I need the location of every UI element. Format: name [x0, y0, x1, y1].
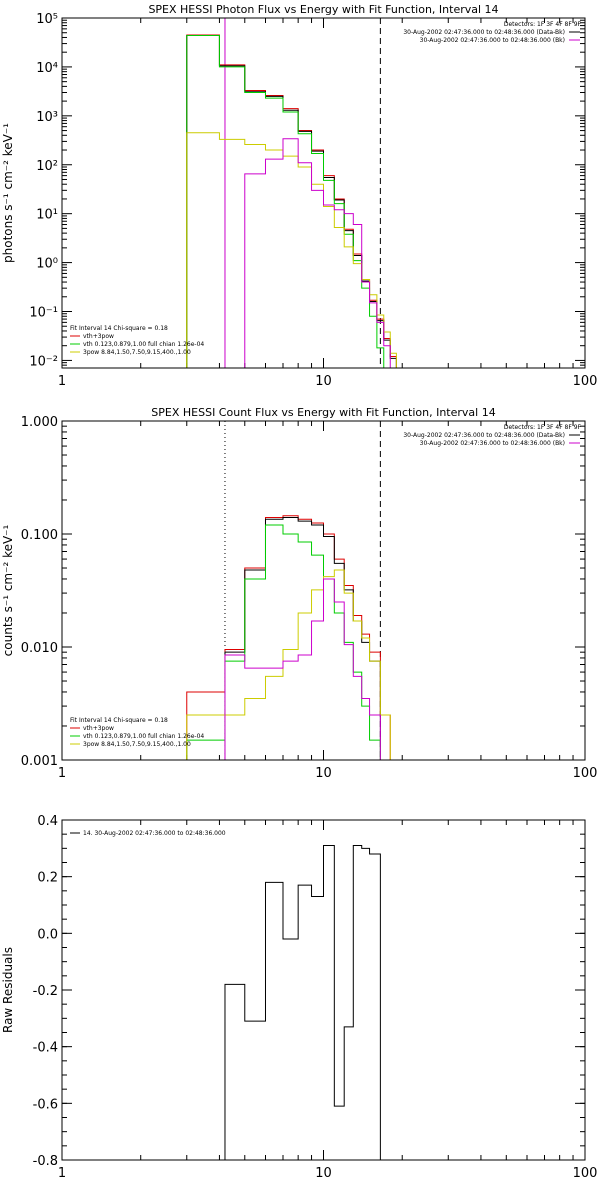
chart-panel-1: SPEX HESSI Photon Flux vs Energy with Fi…: [1, 3, 597, 389]
y-tick-label: -0.8: [33, 1154, 58, 1169]
x-tick-label: 100: [573, 1166, 598, 1181]
x-tick-label: 1: [58, 374, 66, 389]
legend-left-label: vth 0.123,0.879,1.00 full chian 1.26e-04: [83, 733, 204, 740]
series-data-bk: [186, 34, 403, 368]
x-tick-label: 100: [573, 766, 598, 781]
y-tick-label: 10⁵: [36, 12, 58, 27]
y-tick-label: -0.6: [33, 1097, 58, 1112]
y-tick-label: 0.0: [37, 927, 58, 942]
series-vth-3pow: [186, 34, 403, 368]
series-3pow: [186, 569, 403, 760]
legend-right-header: Detectors: 1F 3F 4F 8F 9F: [504, 21, 582, 28]
legend-left-label: vth+3pow: [83, 725, 114, 732]
chart-title: SPEX HESSI Photon Flux vs Energy with Fi…: [148, 3, 498, 16]
y-tick-label: 0.4: [37, 814, 58, 829]
series-data-bk: [224, 516, 381, 760]
series-vth: [186, 34, 403, 368]
y-tick-label: 10¹: [36, 208, 58, 223]
y-tick-label: 10⁰: [36, 257, 58, 272]
y-axis-label: photons s⁻¹ cm⁻² keV⁻¹: [1, 123, 15, 263]
y-tick-label: 10⁻¹: [29, 306, 58, 321]
y-tick-label: 0.100: [21, 528, 58, 543]
plot-frame: [61, 420, 586, 761]
legend-right-label: 30-Aug-2002 02:47:36.000 to 02:48:36.000…: [420, 37, 565, 44]
legend-right-header: Detectors: 1F 3F 4F 8F 9F: [504, 424, 582, 431]
y-tick-label: 0.2: [37, 871, 58, 886]
series-bk: [224, 578, 381, 760]
legend-left-label: 14. 30-Aug-2002 02:47:36.000 to 02:48:36…: [83, 830, 226, 837]
plot-frame: [61, 17, 586, 369]
y-tick-label: 10⁴: [36, 61, 58, 76]
legend-right-label: 30-Aug-2002 02:47:36.000 to 02:48:36.000…: [420, 440, 565, 447]
legend-left-header: Fit Interval 14 Chi-square = 0.18: [70, 717, 168, 724]
chart-title: SPEX HESSI Count Flux vs Energy with Fit…: [151, 406, 495, 419]
chart-panel-2: SPEX HESSI Count Flux vs Energy with Fit…: [1, 406, 597, 781]
y-tick-label: 0.010: [21, 641, 58, 656]
y-tick-label: 10³: [36, 110, 58, 125]
legend-right-label: 30-Aug-2002 02:47:36.000 to 02:48:36.000…: [403, 29, 565, 36]
y-tick-label: 10⁻²: [29, 354, 58, 369]
series-bk: [244, 138, 391, 368]
y-tick-label: 1.000: [21, 415, 58, 430]
x-tick-label: 1: [58, 766, 66, 781]
series-3pow: [186, 132, 403, 368]
y-tick-label: 0.001: [21, 754, 58, 769]
plot-frame: [61, 819, 586, 1161]
y-tick-label: -0.2: [33, 984, 58, 999]
legend-left-label: vth+3pow: [83, 333, 114, 340]
x-tick-label: 100: [573, 374, 598, 389]
x-tick-label: 1: [58, 1166, 66, 1181]
x-tick-label: 10: [315, 374, 332, 389]
legend-left-label: vth 0.123,0.879,1.00 full chian 1.26e-04: [83, 341, 204, 348]
y-axis-label: Raw Residuals: [1, 947, 15, 1033]
y-tick-label: 10²: [36, 159, 58, 174]
y-tick-label: -0.4: [33, 1041, 58, 1056]
y-axis-label: counts s⁻¹ cm⁻² keV⁻¹: [1, 524, 15, 656]
legend-right-label: 30-Aug-2002 02:47:36.000 to 02:48:36.000…: [403, 432, 565, 439]
series-residuals: [224, 845, 381, 1160]
legend-left-label: 3pow 8.84,1.50,7.50,9.15,400.,1.00: [83, 349, 191, 356]
x-tick-label: 10: [315, 1166, 332, 1181]
chart-panel-3: Raw Residuals 1 10 100 -0.8 -0.6 -0.4 -0.2 0.0 0.…: [1, 814, 597, 1181]
legend-left-label: 3pow 8.84,1.50,7.50,9.15,400.,1.00: [83, 741, 191, 748]
x-tick-label: 10: [315, 766, 332, 781]
legend-left-header: Fit Interval 14 Chi-square = 0.18: [70, 325, 168, 332]
